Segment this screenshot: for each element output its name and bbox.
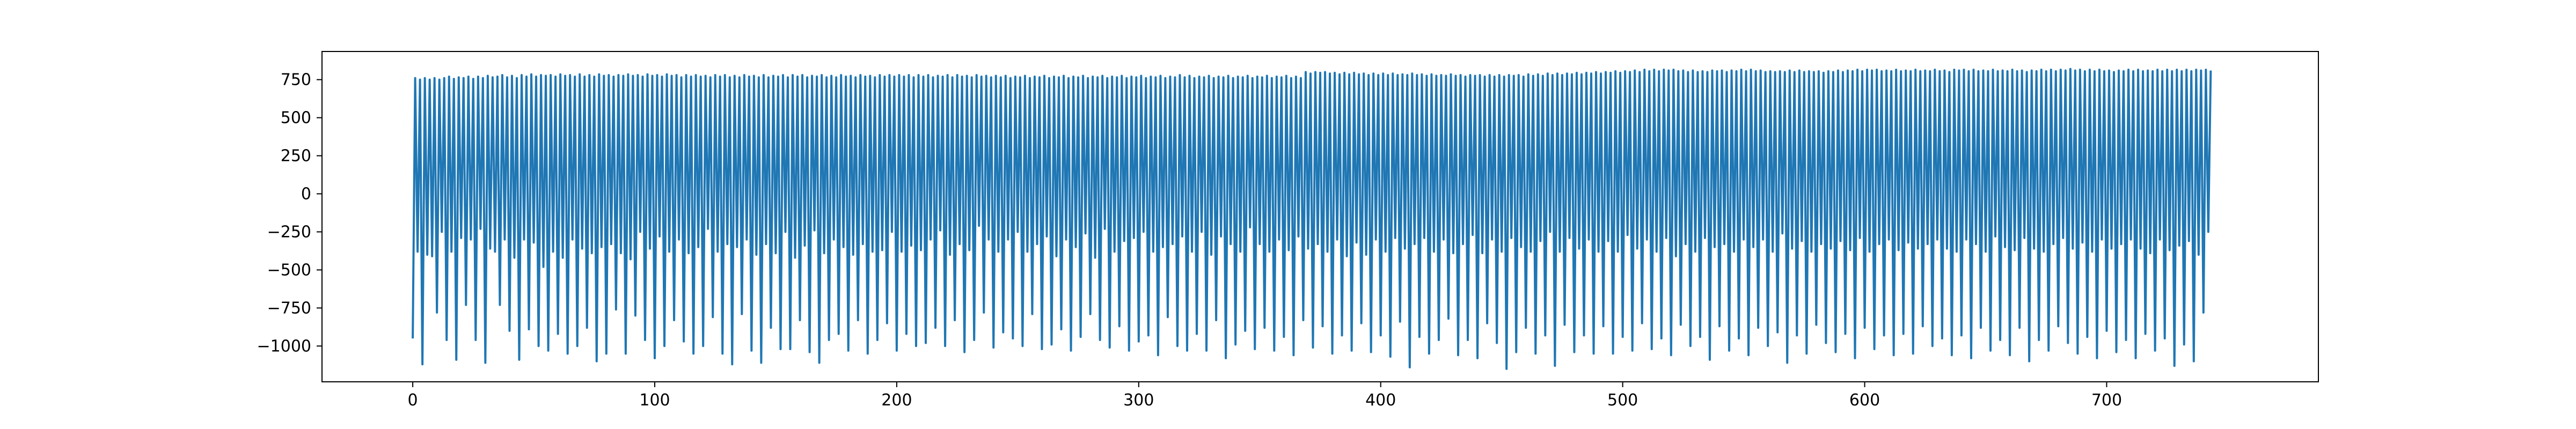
x-tick-label: 300 — [1123, 391, 1154, 410]
y-tick-label: −250 — [267, 223, 311, 241]
series-layer — [412, 68, 2212, 370]
x-tick-label: 500 — [1607, 391, 1638, 410]
x-axis: 0 100 200 300 400 500 600 700 — [408, 382, 2122, 410]
y-tick-label: −1000 — [257, 337, 311, 356]
y-tick-label: −750 — [267, 299, 311, 317]
series-line-0 — [412, 68, 2212, 370]
plot-frame — [321, 51, 2319, 382]
y-tick-label: 500 — [281, 108, 311, 127]
x-tick-label: 200 — [881, 391, 912, 410]
x-tick-label: 400 — [1365, 391, 1396, 410]
y-tick-label: 0 — [301, 184, 311, 203]
x-tick-label: 0 — [408, 391, 418, 410]
x-tick-label: 700 — [2091, 391, 2122, 410]
y-tick-label: −500 — [267, 261, 311, 279]
y-axis: −1000 −750 −500 −250 0 250 500 750 — [257, 71, 322, 356]
y-tick-label: 750 — [281, 71, 311, 90]
x-tick-label: 600 — [1849, 391, 1880, 410]
y-tick-label: 250 — [281, 146, 311, 165]
x-tick-label: 100 — [639, 391, 670, 410]
